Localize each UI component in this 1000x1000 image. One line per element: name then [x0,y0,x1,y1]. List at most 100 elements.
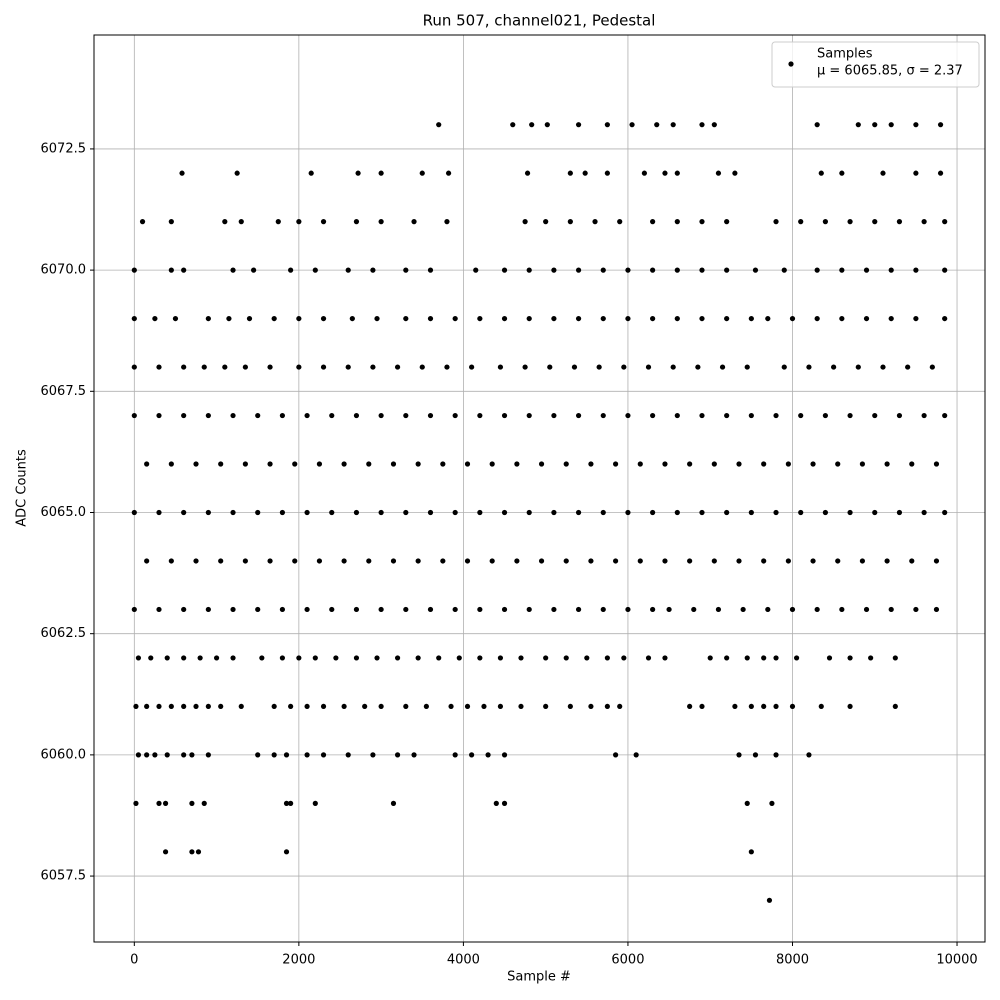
point [551,412,557,419]
point [524,170,531,176]
point [267,558,273,564]
point [604,170,610,176]
point [497,703,504,710]
point [551,267,557,273]
point [411,219,417,225]
point [164,655,170,661]
point [133,703,139,710]
point [464,558,471,564]
point [156,703,162,710]
point [514,558,520,564]
point [773,752,779,758]
point [444,219,450,225]
point [501,267,508,273]
point [543,703,549,710]
point [181,655,187,661]
point [604,122,610,128]
point [370,364,376,370]
point [526,412,532,419]
point [148,655,154,661]
point [551,606,557,613]
point [133,800,139,806]
point [230,655,236,661]
point [362,703,368,710]
point [195,849,202,855]
point [888,267,894,273]
point [687,461,693,467]
point [403,703,409,710]
point [312,655,318,661]
point [353,606,360,613]
point [213,655,220,661]
point [168,558,174,564]
point [526,606,532,613]
point [378,219,384,225]
point [650,606,656,613]
point [296,219,302,225]
y-axis-label: ADC Counts [15,449,30,527]
legend: Samples μ = 6065.85, σ = 2.37 [771,41,980,88]
point [909,461,915,467]
point [164,752,170,758]
x-tick-label: 2000 [282,953,315,968]
point [892,703,898,710]
point [933,606,940,613]
point [748,412,754,419]
point [501,800,508,806]
point [814,122,820,128]
point [156,412,162,419]
point [933,461,940,467]
point [582,170,588,176]
point [687,703,693,710]
point [411,752,417,758]
point [662,170,668,176]
chart-title: Run 507, channel021, Pedestal [423,12,656,30]
point [761,461,767,467]
point [234,170,240,176]
point [789,315,796,322]
point [563,558,569,564]
x-tick-label: 10000 [936,953,977,968]
point [621,655,627,661]
point [831,364,837,370]
point [921,412,927,419]
point [748,315,754,322]
point [695,364,701,370]
point [238,703,244,710]
point [353,655,360,661]
point [288,703,294,710]
point [477,606,483,613]
point [748,849,754,855]
point [501,752,508,758]
point [884,558,890,564]
point [271,703,277,710]
point [193,461,199,467]
point [888,315,894,322]
point [320,219,327,225]
point [625,509,631,516]
point [267,364,273,370]
point [913,315,919,322]
point [283,752,290,758]
point [538,461,545,467]
point [304,703,310,710]
point [522,364,528,370]
point [423,703,429,710]
point [769,800,775,806]
point [942,267,948,273]
plot-frame [93,34,986,943]
point [736,461,742,467]
y-tick-label: 6065.0 [41,505,87,520]
point [345,267,351,273]
point [707,655,713,661]
point [773,509,779,516]
y-tick-label: 6067.5 [41,384,87,399]
point [218,461,224,467]
point [193,558,199,564]
point [744,364,750,370]
point [744,800,750,806]
point [152,752,158,758]
point [571,364,578,370]
point [670,122,676,128]
point [880,364,886,370]
